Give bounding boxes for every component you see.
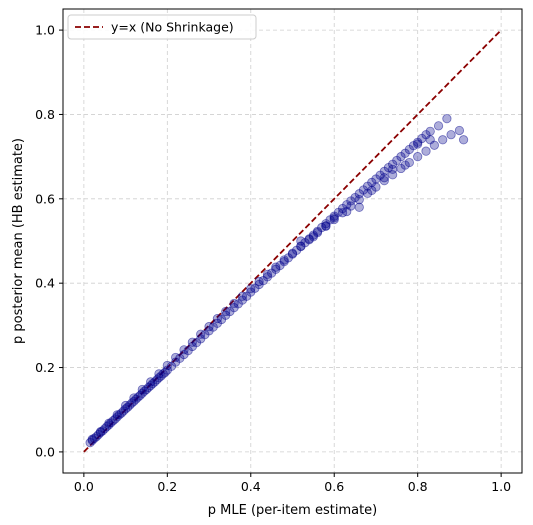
scatter-point-149 [296,236,306,246]
scatter-point-105 [95,427,106,437]
scatter-point-111 [146,377,156,387]
scatter-point-158 [400,160,410,170]
scatter-point-152 [329,213,339,223]
y-tick-label-2: 0.4 [35,276,55,291]
x-tick-label-2: 0.4 [241,479,261,494]
scatter-point-129 [296,241,306,251]
scatter-point-122 [237,291,248,301]
scatter-point-160 [425,135,435,145]
scatter-point-103 [458,135,469,145]
grid [63,9,522,473]
scatter-point-146 [438,135,448,145]
scatter-point-109 [129,393,139,403]
scatter-point-136 [354,195,364,205]
scatter-point-104 [87,434,97,444]
scatter-point-123 [246,284,256,294]
x-axis-label: p MLE (per-item estimate) [208,503,378,518]
scatter-point-110 [137,384,147,395]
legend-entry-label: y=x (No Shrinkage) [111,20,234,35]
scatter-point-139 [379,176,389,186]
x-axis-ticks: 0.0 0.2 0.4 0.6 0.8 1.0 [74,473,511,494]
y-tick-label-5: 1.0 [35,23,55,38]
scatter-point-143 [413,152,423,162]
scatter-point-115 [179,345,189,355]
y-tick-label-3: 0.6 [35,191,55,206]
scatter-point-154 [354,202,364,212]
x-tick-label-4: 0.8 [408,479,428,494]
scatter-point-148 [454,125,465,136]
scatter-point-117 [196,329,206,339]
scatter-points [85,114,469,448]
scatter-point-106 [104,418,114,428]
scatter-point-120 [221,306,231,317]
scatter-point-100 [425,126,435,136]
scatter-point-147 [446,130,456,140]
y-tick-label-1: 0.2 [35,360,55,375]
legend: y=x (No Shrinkage) [67,14,257,40]
scatter-point-128 [287,248,298,258]
scatter-point-124 [254,276,264,287]
scatter-point-144 [421,146,431,156]
scatter-point-121 [229,298,239,309]
scatter-point-113 [162,360,172,371]
scatter-point-125 [262,269,273,279]
scatter-point-157 [388,164,398,174]
x-tick-label-1: 0.2 [157,479,177,494]
y-axis-ticks: 0.0 0.2 0.4 0.6 0.8 1.0 [35,23,63,459]
scatter-point-127 [279,255,289,265]
scatter-point-155 [367,185,377,195]
y-axis-label: p posterior mean (HB estimate) [11,138,26,344]
scatter-point-119 [212,314,222,324]
scatter-point-102 [442,114,452,124]
plot-frame [62,8,523,474]
x-tick-label-3: 0.6 [324,479,344,494]
y-tick-label-4: 0.8 [35,107,55,122]
legend-box [67,14,257,40]
scatter-point-101 [433,121,444,131]
x-tick-label-5: 1.0 [491,479,511,494]
scatter-point-118 [204,322,214,332]
x-tick-label-0: 0.0 [74,479,94,494]
scatter-point-150 [308,232,318,242]
scatter-point-151 [321,221,331,231]
scatter-point-114 [171,352,181,363]
scatter-point-107 [112,410,122,420]
scatter-point-156 [379,173,389,183]
y-tick-label-0: 0.0 [35,444,55,459]
scatter-point-126 [271,262,281,272]
scatter-point-116 [187,337,197,347]
scatter-point-159 [413,139,423,149]
scatter-point-112 [154,369,164,379]
scatter-point-108 [120,400,131,411]
scatter-point-153 [342,206,352,217]
